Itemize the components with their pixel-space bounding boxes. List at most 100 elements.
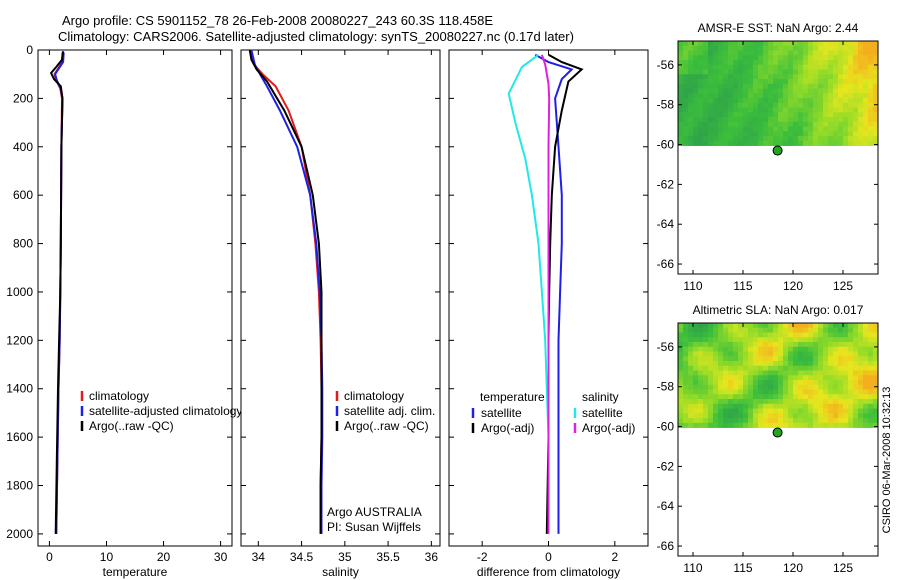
sst-map-cell bbox=[693, 112, 699, 118]
sst-map-cell bbox=[708, 64, 714, 70]
sla-map-cell bbox=[793, 408, 799, 414]
salinity-annotation: Argo AUSTRALIA bbox=[327, 505, 422, 519]
sla-map-panel: 110 115 120 125-56-58-60-62-64-66Altimetric… bbox=[657, 303, 879, 575]
sst-map-cell bbox=[848, 117, 854, 123]
sst-map-cell bbox=[678, 140, 684, 146]
sla-map-cell bbox=[753, 403, 759, 409]
sst-map-cell bbox=[788, 107, 794, 113]
sla-map-cell bbox=[858, 370, 864, 376]
sla-map-cell bbox=[778, 327, 784, 333]
sst-map-cell bbox=[858, 55, 864, 61]
sla-map-cell bbox=[833, 342, 839, 348]
sla-map-cell bbox=[738, 394, 744, 400]
sst-map-cell bbox=[783, 55, 789, 61]
sst-map-cell bbox=[838, 79, 844, 85]
sla-map-cell bbox=[868, 327, 874, 333]
sla-map-cell bbox=[753, 323, 759, 329]
sla-map-cell bbox=[833, 323, 839, 329]
sst-map-cell bbox=[788, 121, 794, 127]
sla-map-cell bbox=[693, 327, 699, 333]
sla-map-cell bbox=[713, 356, 719, 362]
sst-map-cell bbox=[708, 88, 714, 94]
temperature-xtick-label: 10 bbox=[100, 550, 114, 564]
sst-map-cell bbox=[678, 102, 684, 108]
sst-map-cell bbox=[833, 126, 839, 132]
sst-map-cell bbox=[788, 74, 794, 80]
sla-map-cell bbox=[788, 346, 794, 352]
sst-map-cell bbox=[818, 74, 824, 80]
sla-map-ytick-label: -58 bbox=[657, 380, 675, 394]
sst-map-cell bbox=[858, 136, 864, 142]
sst-map-cell bbox=[793, 107, 799, 113]
sst-map-cell bbox=[763, 98, 769, 104]
sla-map-cell bbox=[833, 418, 839, 424]
sla-map-cell bbox=[833, 332, 839, 338]
sst-map-cell bbox=[758, 64, 764, 70]
sst-map-cell bbox=[738, 64, 744, 70]
sst-map-cell bbox=[718, 55, 724, 61]
sst-map-cell bbox=[753, 102, 759, 108]
sst-map-cell bbox=[833, 69, 839, 75]
sst-map-cell bbox=[823, 45, 829, 51]
sst-map-cell bbox=[873, 93, 879, 99]
sst-map-cell bbox=[733, 69, 739, 75]
sla-map-cell bbox=[828, 422, 834, 428]
sla-map-cell bbox=[828, 413, 834, 419]
sla-map-cell bbox=[728, 327, 734, 333]
sla-map-cell bbox=[683, 342, 689, 348]
sla-map-cell bbox=[793, 356, 799, 362]
sla-map-cell bbox=[738, 375, 744, 381]
sla-map-cell bbox=[738, 356, 744, 362]
sla-map-cell bbox=[748, 365, 754, 371]
sst-map-cell bbox=[733, 131, 739, 137]
sla-map-cell bbox=[683, 394, 689, 400]
sla-map-cell bbox=[683, 332, 689, 338]
sla-map-cell bbox=[838, 327, 844, 333]
sla-map-cell bbox=[743, 361, 749, 367]
sst-map-cell bbox=[723, 107, 729, 113]
sla-map-cell bbox=[688, 394, 694, 400]
sst-map-cell bbox=[698, 126, 704, 132]
sla-map-cell bbox=[838, 413, 844, 419]
sst-map-cell bbox=[793, 131, 799, 137]
sst-map-cell bbox=[688, 55, 694, 61]
sla-map-cell bbox=[868, 342, 874, 348]
sst-map-cell bbox=[858, 74, 864, 80]
sst-map-cell bbox=[753, 55, 759, 61]
sla-map-cell bbox=[833, 375, 839, 381]
sla-map-cell bbox=[738, 323, 744, 329]
sla-map-cell bbox=[783, 384, 789, 390]
sla-map-cell bbox=[798, 346, 804, 352]
sla-map-cell bbox=[698, 370, 704, 376]
sst-map-cell bbox=[813, 93, 819, 99]
sla-map-cell bbox=[698, 332, 704, 338]
sla-map-cell bbox=[838, 337, 844, 343]
sla-map-cell bbox=[778, 323, 784, 329]
sla-map-cell bbox=[688, 399, 694, 405]
sla-map-cell bbox=[848, 422, 854, 428]
sst-map-cell bbox=[848, 64, 854, 70]
sst-map-cell bbox=[803, 88, 809, 94]
sst-map-cell bbox=[713, 60, 719, 66]
sla-map-cell bbox=[748, 323, 754, 329]
sla-map-cell bbox=[748, 370, 754, 376]
sla-map-cell bbox=[698, 375, 704, 381]
sst-map-cell bbox=[733, 55, 739, 61]
sst-map-cell bbox=[773, 60, 779, 66]
sst-map-cell bbox=[758, 117, 764, 123]
sla-map-cell bbox=[768, 389, 774, 395]
sla-map-cell bbox=[773, 399, 779, 405]
sst-map-cell bbox=[773, 79, 779, 85]
salinity-annotation: PI: Susan Wijffels bbox=[327, 520, 421, 534]
sla-map-cell bbox=[743, 332, 749, 338]
sst-map-cell bbox=[818, 117, 824, 123]
sst-map-cell bbox=[703, 107, 709, 113]
sst-map-cell bbox=[788, 93, 794, 99]
sst-map-cell bbox=[868, 93, 874, 99]
sla-map-cell bbox=[788, 422, 794, 428]
sla-map-cell bbox=[838, 370, 844, 376]
sla-map-cell bbox=[813, 370, 819, 376]
sst-map-cell bbox=[843, 88, 849, 94]
sla-map-cell bbox=[738, 380, 744, 386]
sla-map-cell bbox=[678, 337, 684, 343]
